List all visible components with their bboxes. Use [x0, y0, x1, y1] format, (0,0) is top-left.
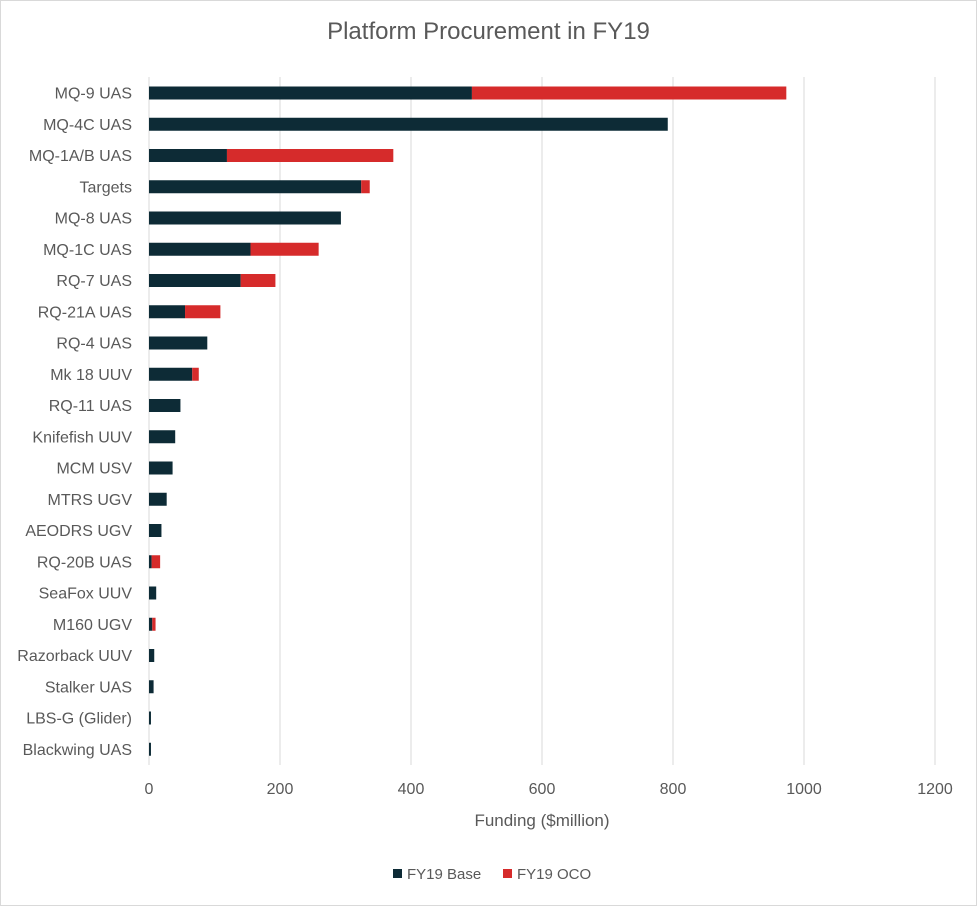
bar-base: [149, 492, 167, 506]
bar-oco: [151, 555, 161, 569]
category-label: MTRS UGV: [48, 492, 133, 509]
bar-base: [149, 274, 241, 287]
bar-base: [149, 117, 668, 131]
bar-oco: [152, 617, 156, 631]
category-label: MQ-1A/B UAS: [29, 148, 132, 165]
category-label: Razorback UUV: [17, 648, 132, 665]
bar-base: [149, 336, 208, 350]
category-label: MQ-9 UAS: [55, 86, 132, 103]
category-label: MQ-4C UAS: [43, 117, 132, 134]
category-label: Knifefish UUV: [32, 429, 132, 446]
category-label: RQ-20B UAS: [37, 554, 132, 571]
bars: [149, 86, 787, 756]
bar-base: [149, 742, 151, 756]
bar-base: [149, 524, 162, 537]
bar-oco: [185, 305, 221, 319]
category-label: RQ-4 UAS: [56, 336, 132, 353]
category-label: Targets: [80, 179, 132, 196]
legend-label: FY19 OCO: [517, 866, 591, 883]
category-label: SeaFox UUV: [39, 586, 133, 603]
bar-oco: [226, 149, 394, 162]
x-axis-title: Funding ($million): [474, 811, 609, 830]
bar-base: [149, 586, 157, 600]
bar-base: [149, 617, 153, 631]
bar-oco: [192, 367, 199, 381]
bar-base: [149, 86, 472, 100]
legend-swatch: [503, 869, 512, 878]
bar-base: [149, 430, 176, 444]
bar-oco: [471, 86, 787, 100]
category-label: MQ-8 UAS: [55, 211, 132, 228]
category-label: MCM USV: [56, 461, 132, 478]
category-label: RQ-7 UAS: [56, 273, 132, 290]
category-label: RQ-11 UAS: [49, 398, 132, 415]
bar-oco: [250, 242, 319, 256]
x-tick-label: 1200: [917, 781, 953, 798]
bar-base: [149, 461, 173, 475]
bar-base: [149, 399, 181, 412]
bar-base: [149, 649, 155, 662]
bar-base: [149, 680, 154, 694]
category-label: Stalker UAS: [45, 679, 132, 696]
x-tick-label: 0: [145, 781, 154, 798]
category-label: RQ-21A UAS: [38, 304, 132, 321]
x-tick-label: 1000: [786, 781, 822, 798]
x-tick-label: 400: [398, 781, 425, 798]
category-label: AEODRS UGV: [25, 523, 132, 540]
bar-oco: [240, 274, 276, 287]
x-tick-label: 600: [529, 781, 556, 798]
category-label: LBS-G (Glider): [26, 711, 132, 728]
bar-base: [149, 242, 251, 256]
category-label: MQ-1C UAS: [43, 242, 132, 259]
chart-title: Platform Procurement in FY19: [327, 18, 650, 45]
bar-oco: [361, 180, 370, 194]
bar-base: [149, 555, 152, 569]
x-tick-label: 800: [660, 781, 687, 798]
x-tick-label: 200: [267, 781, 294, 798]
bar-base: [149, 211, 341, 225]
legend-swatch: [393, 869, 402, 878]
category-label: Mk 18 UUV: [50, 367, 132, 384]
legend: FY19 Base FY19 OCO: [393, 866, 591, 883]
bar-base: [149, 367, 193, 381]
bar-base: [149, 305, 186, 319]
legend-label: FY19 Base: [407, 866, 481, 883]
bar-base: [149, 149, 227, 162]
x-tick-labels: 0 200 400 600 800 1000 1200: [145, 781, 953, 798]
category-label: Blackwing UAS: [23, 742, 132, 759]
category-label: M160 UGV: [53, 617, 132, 634]
bar-base: [149, 711, 151, 725]
bar-base: [149, 180, 362, 194]
category-labels: MQ-9 UAS MQ-4C UAS MQ-1A/B UAS Targets MQ-8 …: [17, 86, 132, 759]
gridlines: [148, 77, 936, 765]
